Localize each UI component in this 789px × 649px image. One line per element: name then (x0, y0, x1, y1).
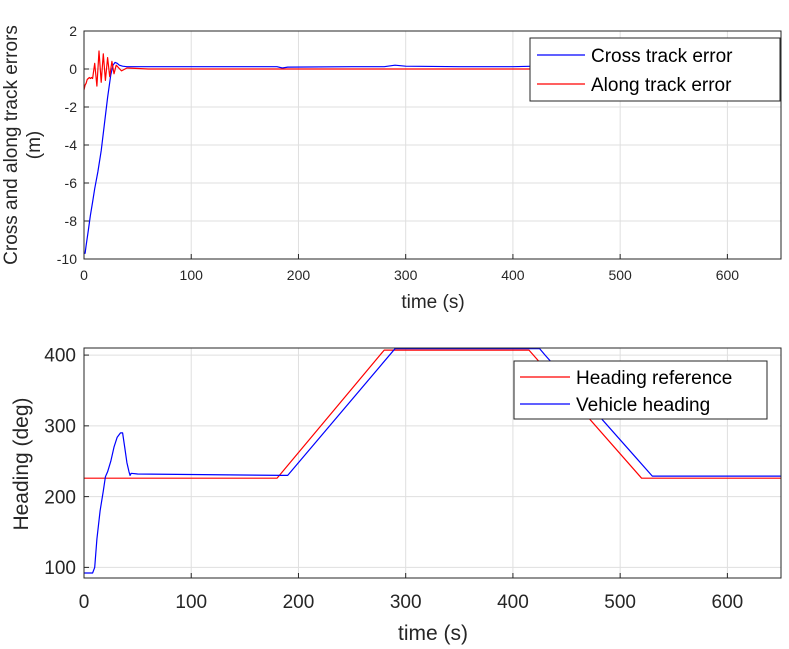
x-tick-label: 500 (608, 267, 632, 283)
plot-frame (83, 347, 782, 579)
y-axis-label: Heading (deg) (10, 397, 33, 530)
y-tick-label: 300 (44, 416, 76, 437)
series-line-along-track-error (83, 50, 781, 91)
legend-label-vehicle-heading: Vehicle heading (576, 395, 710, 416)
series-line-heading-reference (84, 349, 781, 479)
legend-label-along-track: Along track error (591, 75, 732, 96)
y-tick-label: -6 (65, 175, 78, 191)
x-tick-label: 300 (394, 267, 418, 283)
grid (84, 348, 781, 578)
legend-box (529, 37, 781, 102)
y-tick-label: -8 (65, 213, 78, 229)
y-tick-label: 2 (69, 23, 77, 39)
legend: Cross track error Along track error (529, 37, 781, 102)
x-tick-label: 100 (180, 267, 204, 283)
x-tick-label: 0 (80, 267, 88, 283)
x-tick-label: 0 (79, 592, 90, 613)
x-tick-label: 200 (283, 592, 315, 613)
x-tick-label: 300 (390, 592, 422, 613)
y-axis-label-line2: (m) (24, 131, 45, 159)
x-tick-label: 400 (501, 267, 525, 283)
x-tick-label: 500 (604, 592, 636, 613)
chart-top: 0 100 200 300 400 500 600 2 0 -2 -4 -6 -8 -10 time (s… (1, 23, 782, 313)
y-tick-label: -10 (57, 251, 77, 267)
x-tick-label: 600 (712, 592, 744, 613)
plot-series (84, 348, 781, 574)
y-tick-label: 0 (69, 61, 77, 77)
series-line-vehicle-heading (84, 348, 781, 574)
legend-label-heading-reference: Heading reference (576, 368, 732, 389)
x-axis-label: time (s) (398, 622, 468, 645)
x-tick-label: 600 (716, 267, 740, 283)
x-tick-label: 400 (497, 592, 529, 613)
legend-label-cross-track: Cross track error (591, 46, 733, 67)
legend: Heading reference Vehicle heading (513, 360, 768, 420)
y-tick-label: -2 (65, 99, 78, 115)
plot-series (83, 50, 781, 254)
x-axis-label: time (s) (401, 292, 464, 313)
y-tick-label: 100 (44, 558, 76, 579)
legend-box (513, 360, 768, 420)
y-axis-label-line1: Cross and along track errors (1, 25, 22, 265)
y-tick-label: -4 (65, 137, 78, 153)
series-line-cross-track-error (84, 61, 781, 254)
x-tick-label: 100 (175, 592, 207, 613)
x-tick-label: 200 (287, 267, 311, 283)
y-tick-label: 200 (44, 487, 76, 508)
y-tick-label: 400 (44, 346, 76, 367)
tick-labels: 0 100 200 300 400 500 600 2 0 -2 -4 -6 -8 -10 (57, 23, 740, 283)
